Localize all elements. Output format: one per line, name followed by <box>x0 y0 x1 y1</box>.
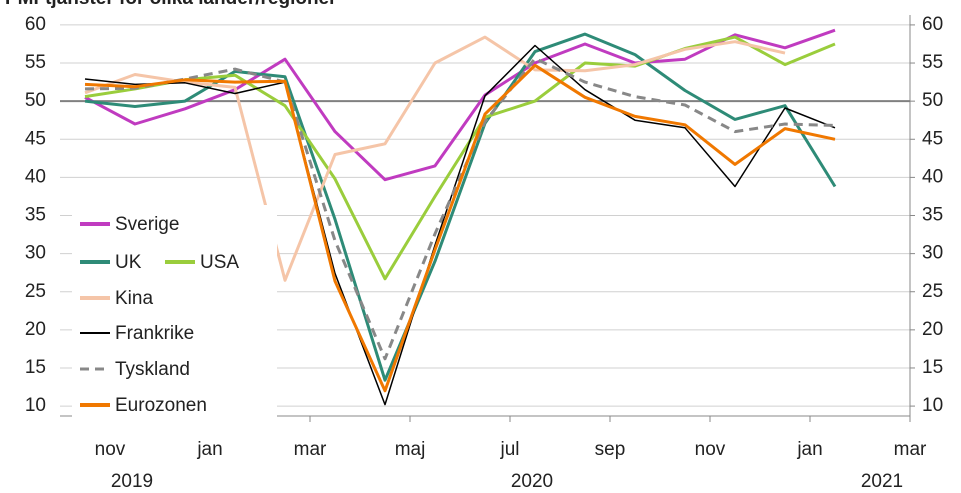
legend-label: Frankrike <box>115 323 194 344</box>
y2-tick-label: 25 <box>922 281 943 302</box>
legend-label: Tyskland <box>115 359 190 380</box>
y2-tick-label: 30 <box>922 243 943 264</box>
x-tick-label: mar <box>294 439 327 460</box>
x-tick-label: mar <box>894 439 927 460</box>
y-tick-label: 15 <box>25 357 46 378</box>
x-tick-label: maj <box>395 439 426 460</box>
y-tick-label: 40 <box>25 166 46 187</box>
y2-tick-label: 60 <box>922 14 943 35</box>
legend-label: Sverige <box>115 214 179 235</box>
y2-tick-label: 45 <box>922 128 943 149</box>
year-label: 2021 <box>861 471 903 492</box>
legend-label: Eurozonen <box>115 395 207 416</box>
y2-tick-label: 20 <box>922 319 943 340</box>
legend-label: Kina <box>115 288 153 309</box>
year-label: 2020 <box>511 471 553 492</box>
x-tick-label: jan <box>196 439 222 460</box>
x-tick-label: jul <box>499 439 519 460</box>
y-tick-label: 45 <box>25 128 46 149</box>
y-tick-label: 10 <box>25 395 46 416</box>
chart-title: PMI-tjänster för olika länder/regioner <box>5 0 337 9</box>
y-tick-label: 30 <box>25 243 46 264</box>
series-line <box>84 63 836 393</box>
y2-tick-label: 40 <box>922 166 943 187</box>
x-tick-label: nov <box>695 439 726 460</box>
y-tick-label: 50 <box>25 90 46 111</box>
y-tick-label: 60 <box>25 14 46 35</box>
y2-tick-label: 35 <box>922 205 943 226</box>
y2-tick-label: 10 <box>922 395 943 416</box>
y-tick-label: 20 <box>25 319 46 340</box>
legend-label: UK <box>115 252 142 273</box>
x-tick-label: sep <box>595 439 626 460</box>
y-tick-label: 25 <box>25 281 46 302</box>
series-line <box>84 44 836 406</box>
series-line <box>84 35 836 281</box>
y2-tick-label: 50 <box>922 90 943 111</box>
y2-tick-label: 55 <box>922 52 943 73</box>
y2-tick-label: 15 <box>922 357 943 378</box>
series-line <box>84 35 786 282</box>
x-tick-label: nov <box>95 439 126 460</box>
legend-box <box>72 205 277 423</box>
x-tick-label: jan <box>796 439 822 460</box>
legend-label: USA <box>200 252 239 273</box>
year-label: 2019 <box>111 471 153 492</box>
y-tick-label: 55 <box>25 52 46 73</box>
y-tick-label: 35 <box>25 205 46 226</box>
